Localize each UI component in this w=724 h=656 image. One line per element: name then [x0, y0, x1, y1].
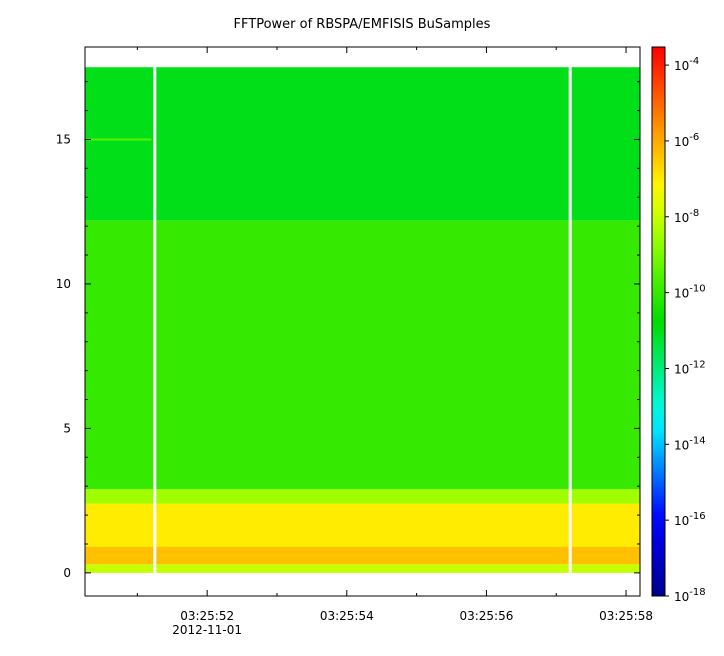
colorbar	[651, 46, 666, 597]
colorbar-tick-label: 10-10	[674, 284, 706, 301]
colorbar-tick-label: 10-8	[674, 208, 699, 225]
x-tick-label: 03:25:58	[599, 609, 653, 623]
y-tick-label: 0	[63, 566, 71, 580]
data-gap	[153, 67, 157, 573]
spectrogram-band-core	[85, 546, 640, 565]
colorbar-tick-label: 10-4	[674, 56, 699, 73]
plot-frame	[84, 46, 641, 597]
x-tick-label: 03:25:52	[180, 609, 234, 623]
spectrogram-band-0	[85, 564, 640, 573]
spectrogram-band-4	[85, 67, 640, 221]
spectrogram-band-3	[85, 220, 640, 490]
colorbar-tick-label: 10-12	[674, 359, 706, 376]
colorbar-tick-label: 10-18	[674, 587, 706, 604]
spectrogram-band-2	[85, 489, 640, 504]
data-gap	[568, 67, 572, 573]
colorbar-tick-label: 10-14	[674, 435, 706, 452]
x-tick-label: 03:25:56	[459, 609, 513, 623]
x-date-label: 2012-11-01	[172, 623, 242, 637]
chart-title: FFTPower of RBSPA/EMFISIS BuSamples	[233, 17, 491, 32]
y-tick-label: 15	[56, 132, 71, 146]
colorbar-tick-label: 10-16	[674, 511, 706, 528]
y-tick-label: 5	[63, 421, 71, 435]
y-tick-label: 10	[56, 277, 71, 291]
x-tick-label: 03:25:54	[320, 609, 374, 623]
colorbar-tick-label: 10-6	[674, 132, 699, 149]
